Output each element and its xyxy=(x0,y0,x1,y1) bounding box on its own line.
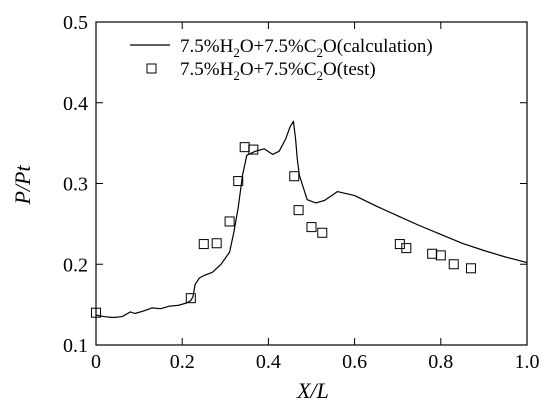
test-point-15 xyxy=(435,250,446,261)
legend-calc-part-a: 7.5%H xyxy=(180,36,234,57)
test-point-13 xyxy=(401,243,412,254)
legend: 7.5%H2O+7.5%C2O(calculation) 7.5%H2O+7.5… xyxy=(130,36,433,83)
ticks: 0 0.2 0.4 0.6 0.8 1.0 0.1 0.2 0.3 0.4 0.5 xyxy=(63,12,540,373)
y-tick-label-1: 0.2 xyxy=(63,254,88,276)
test-point-10 xyxy=(306,222,317,233)
x-tick-label-5: 1.0 xyxy=(515,351,540,373)
y-tick-label-3: 0.4 xyxy=(63,93,88,115)
x-tick-label-3: 0.6 xyxy=(342,351,367,373)
legend-test-sub-1: 2 xyxy=(233,68,240,83)
test-point-6 xyxy=(239,142,250,153)
x-tick-label-0: 0 xyxy=(91,351,101,373)
legend-calc-sub-1: 2 xyxy=(233,45,240,60)
test-point-7 xyxy=(248,144,259,155)
series xyxy=(91,120,528,319)
legend-calc-part-e: O(calculation) xyxy=(323,36,433,57)
test-point-11 xyxy=(317,227,328,238)
y-tick-label-2: 0.3 xyxy=(63,174,88,196)
x-axis-title: X/L xyxy=(296,378,329,403)
x-tick-label-2: 0.4 xyxy=(256,351,281,373)
legend-label-test: 7.5%H2O+7.5%C2O(test) xyxy=(180,59,376,83)
legend-calc-part-c: O+7.5%C xyxy=(240,36,317,57)
y-axis-title: P/Pt xyxy=(10,165,35,206)
test-point-5 xyxy=(233,176,244,187)
test-point-16 xyxy=(448,259,459,270)
test-point-2 xyxy=(198,239,209,250)
x-tick-label-1: 0.2 xyxy=(170,351,195,373)
test-point-3 xyxy=(211,238,222,249)
y-tick-label-0: 0.1 xyxy=(63,335,88,357)
legend-test-sub-2: 2 xyxy=(317,68,324,83)
test-point-1 xyxy=(185,293,196,304)
y-tick-label-4: 0.5 xyxy=(63,12,88,34)
test-point-4 xyxy=(224,216,235,227)
legend-test-part-e: O(test) xyxy=(323,59,376,80)
test-point-9 xyxy=(293,205,304,216)
test-point-8 xyxy=(289,171,300,182)
legend-label-calculation: 7.5%H2O+7.5%C2O(calculation) xyxy=(180,36,433,60)
test-point-14 xyxy=(427,248,438,259)
calculation-line xyxy=(95,120,528,319)
legend-calc-sub-2: 2 xyxy=(317,45,324,60)
legend-test-part-c: O+7.5%C xyxy=(240,59,317,80)
test-point-0 xyxy=(91,307,101,318)
x-tick-label-4: 0.8 xyxy=(428,351,453,373)
legend-marker-swatch xyxy=(146,63,157,74)
legend-test-part-a: 7.5%H xyxy=(180,59,234,80)
test-point-17 xyxy=(465,263,476,274)
